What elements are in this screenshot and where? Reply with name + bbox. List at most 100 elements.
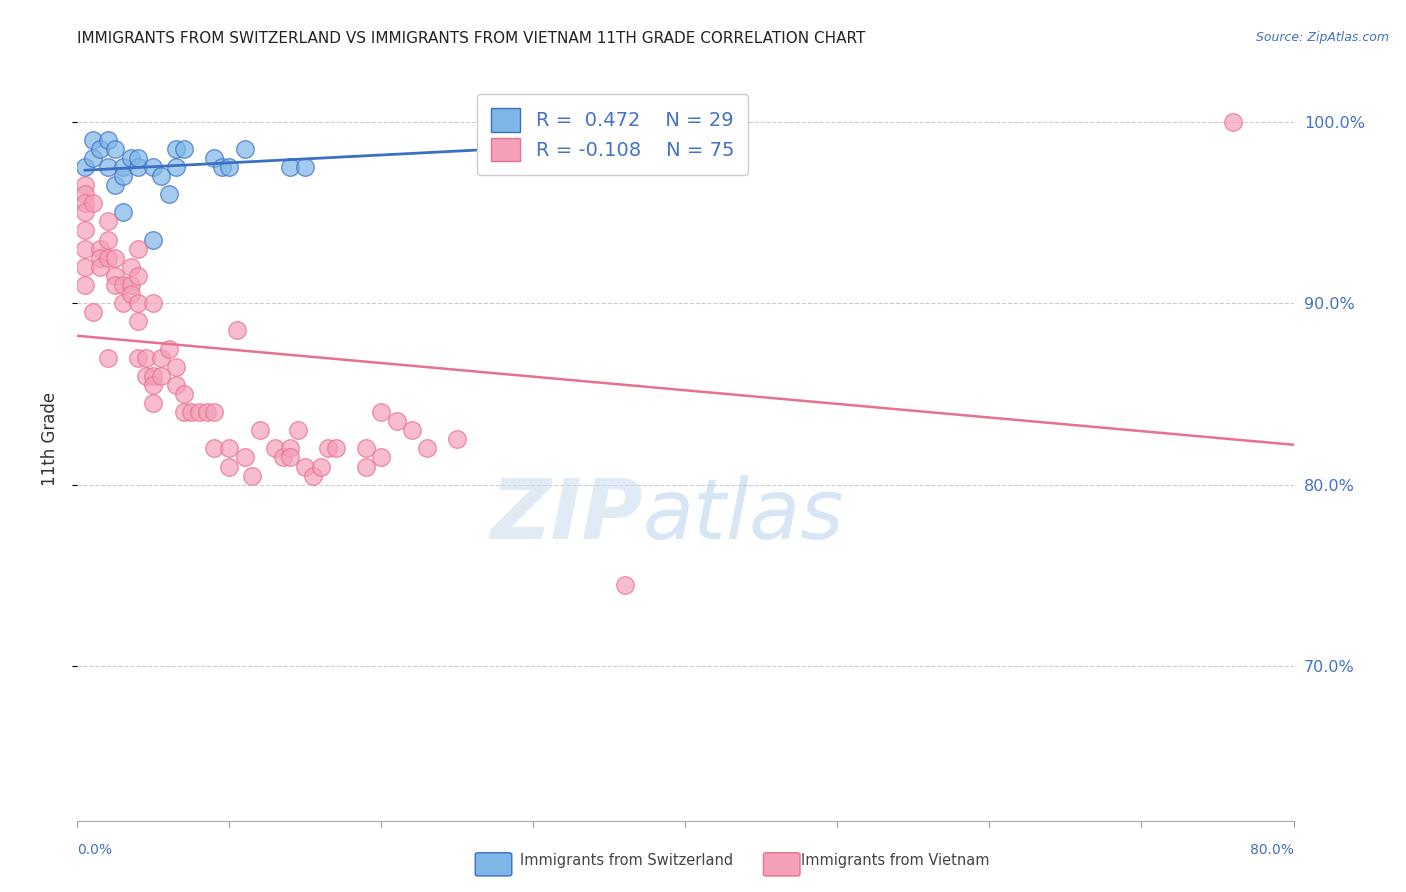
Point [294, 459, 316, 474]
Point [173, 387, 195, 401]
Point [104, 142, 127, 156]
Point [416, 442, 439, 456]
Point [127, 242, 149, 256]
Point [111, 296, 134, 310]
Point [127, 314, 149, 328]
Point [104, 268, 127, 283]
Point [202, 442, 225, 456]
Point [271, 450, 294, 465]
Point [278, 450, 301, 465]
Point [157, 342, 180, 356]
Point [73, 223, 96, 237]
Point [73, 260, 96, 274]
Point [111, 169, 134, 183]
Point [142, 377, 165, 392]
Text: Source: ZipAtlas.com: Source: ZipAtlas.com [1256, 31, 1389, 45]
Point [73, 242, 96, 256]
Point [202, 405, 225, 419]
Point [135, 368, 157, 383]
Point [370, 405, 392, 419]
Point [202, 151, 225, 165]
Point [111, 160, 134, 174]
Point [165, 377, 187, 392]
Point [401, 423, 423, 437]
Point [89, 251, 111, 265]
Point [142, 233, 165, 247]
Point [546, 133, 568, 147]
Point [127, 296, 149, 310]
Point [278, 160, 301, 174]
Point [354, 442, 377, 456]
Point [89, 260, 111, 274]
Point [218, 459, 240, 474]
Point [82, 305, 104, 319]
Point [149, 351, 172, 365]
Point [73, 178, 96, 193]
Point [89, 142, 111, 156]
Point [142, 160, 165, 174]
Point [188, 405, 211, 419]
Point [165, 142, 187, 156]
Point [173, 142, 195, 156]
Point [120, 277, 142, 292]
Point [73, 160, 96, 174]
Point [111, 277, 134, 292]
Point [97, 251, 120, 265]
Point [149, 368, 172, 383]
Text: 80.0%: 80.0% [1250, 843, 1294, 857]
Point [385, 414, 408, 428]
Point [73, 205, 96, 219]
Point [226, 323, 249, 337]
Text: 0.0%: 0.0% [77, 843, 112, 857]
Point [104, 178, 127, 193]
Point [149, 169, 172, 183]
Text: Immigrants from Vietnam: Immigrants from Vietnam [801, 854, 990, 868]
Point [165, 160, 187, 174]
Point [165, 359, 187, 374]
Point [233, 142, 256, 156]
Point [120, 287, 142, 301]
Point [82, 151, 104, 165]
Point [446, 433, 468, 447]
Point [73, 196, 96, 211]
Point [157, 187, 180, 202]
Point [354, 459, 377, 474]
Point [97, 233, 120, 247]
Point [97, 160, 120, 174]
Point [294, 160, 316, 174]
Point [142, 396, 165, 410]
Point [120, 151, 142, 165]
Point [195, 405, 218, 419]
Point [104, 277, 127, 292]
Point [127, 160, 149, 174]
Point [302, 468, 325, 483]
Point [111, 205, 134, 219]
Text: atlas: atlas [643, 475, 845, 556]
Point [97, 133, 120, 147]
Point [370, 450, 392, 465]
Point [127, 268, 149, 283]
Point [97, 214, 120, 228]
Point [613, 577, 636, 591]
Point [73, 277, 96, 292]
Text: Immigrants from Switzerland: Immigrants from Switzerland [520, 854, 734, 868]
Point [1222, 114, 1244, 128]
Point [89, 242, 111, 256]
Point [233, 450, 256, 465]
Point [264, 442, 287, 456]
Point [218, 442, 240, 456]
Text: ZIP: ZIP [491, 475, 643, 556]
Point [120, 260, 142, 274]
Point [104, 251, 127, 265]
Point [249, 423, 271, 437]
Point [287, 423, 309, 437]
Point [82, 196, 104, 211]
Point [82, 133, 104, 147]
Point [537, 133, 560, 147]
Text: IMMIGRANTS FROM SWITZERLAND VS IMMIGRANTS FROM VIETNAM 11TH GRADE CORRELATION CH: IMMIGRANTS FROM SWITZERLAND VS IMMIGRANT… [77, 31, 866, 46]
Point [180, 405, 202, 419]
Point [73, 187, 96, 202]
Point [127, 351, 149, 365]
Point [316, 442, 339, 456]
Point [325, 442, 347, 456]
